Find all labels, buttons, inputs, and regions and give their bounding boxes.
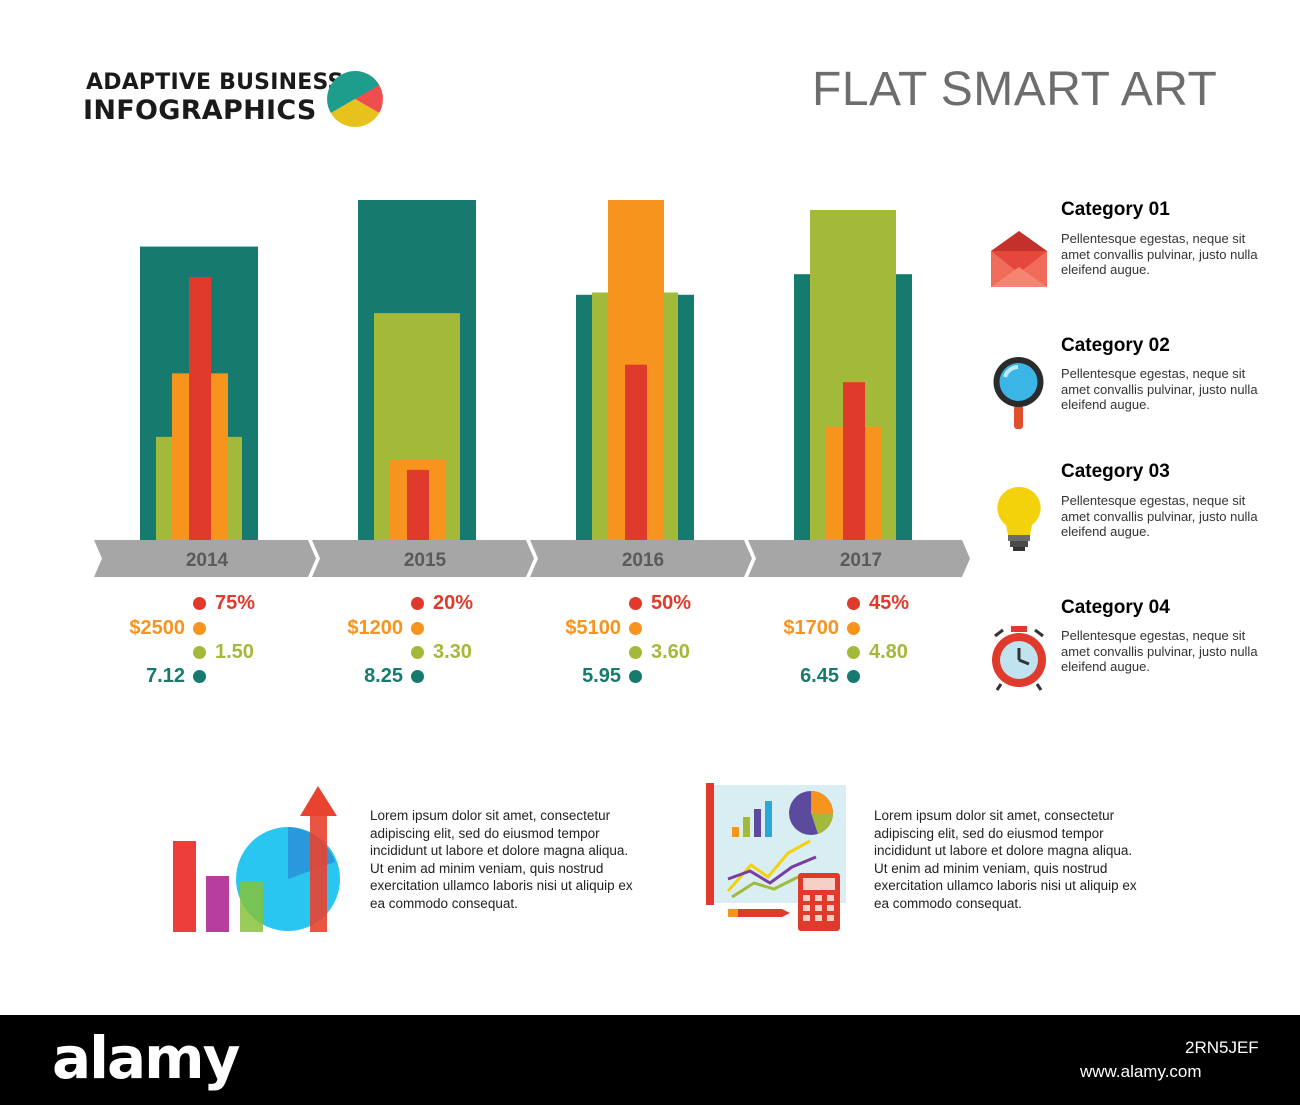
magnifier-icon [993, 357, 1044, 429]
value-label-2015-category-01: 20% [433, 592, 474, 614]
value-label-2015-category-03: 3.30 [433, 641, 472, 663]
footer-url: www.alamy.com [1080, 1062, 1202, 1081]
bar-2014-category-01 [189, 277, 211, 540]
timeline-arrow-2015 [312, 540, 534, 577]
value-label-2016-category-02: $5100 [565, 617, 621, 639]
value-label-2014-category-01: 75% [215, 592, 256, 614]
footer-logo: alamy [52, 1024, 240, 1092]
analytics-calculator-icon [706, 783, 846, 931]
alarm-clock-icon [992, 626, 1046, 691]
value-label-2016-category-01: 50% [651, 592, 692, 614]
year-label-2016: 2016 [622, 550, 664, 571]
brand-line-1: ADAPTIVE BUSINESS [86, 70, 344, 95]
body-text-right: Lorem ipsum dolor sit amet, consectetur … [874, 808, 1137, 911]
value-label-2017-category-01: 45% [869, 592, 910, 614]
bar-2015-category-01 [407, 469, 429, 540]
value-dot [411, 597, 424, 610]
value-dot [847, 597, 860, 610]
value-dot [847, 646, 860, 659]
body-text-left: Lorem ipsum dolor sit amet, consectetur … [370, 808, 633, 911]
value-dot [411, 646, 424, 659]
brand-line-2: INFOGRAPHICS [83, 95, 317, 126]
lightbulb-icon [997, 486, 1041, 551]
value-dot [193, 622, 206, 635]
timeline-arrow-2017 [748, 540, 970, 577]
timeline-arrow-2016 [530, 540, 752, 577]
bar-2017-category-01 [843, 382, 865, 540]
legend-title-4: Category 04 [1061, 597, 1170, 618]
value-label-2017-category-02: $1700 [783, 617, 839, 639]
value-label-2017-category-04: 6.45 [800, 665, 839, 687]
value-label-2016-category-04: 5.95 [582, 665, 621, 687]
value-dot [847, 670, 860, 683]
value-dot [629, 670, 642, 683]
page-title: FLAT SMART ART [812, 63, 1218, 116]
legend-desc-2: Pellentesque egestas, neque sit amet con… [1061, 366, 1258, 412]
growth-chart-icon [173, 786, 340, 932]
value-dot [629, 597, 642, 610]
value-label-2017-category-03: 4.80 [869, 641, 908, 663]
value-dot [193, 646, 206, 659]
year-label-2015: 2015 [404, 550, 447, 571]
timeline-arrow-2014 [94, 540, 316, 577]
year-label-2017: 2017 [840, 550, 882, 571]
envelope-icon [991, 231, 1047, 287]
value-label-2015-category-04: 8.25 [364, 665, 403, 687]
value-dot [629, 622, 642, 635]
footer-bar [0, 1015, 1300, 1105]
value-label-2014-category-02: $2500 [129, 617, 185, 639]
value-label-2016-category-03: 3.60 [651, 641, 690, 663]
legend-desc-1: Pellentesque egestas, neque sit amet con… [1061, 231, 1258, 277]
value-dot [193, 670, 206, 683]
bar-2016-category-01 [625, 364, 647, 540]
legend-title-1: Category 01 [1061, 199, 1170, 220]
legend-title-3: Category 03 [1061, 461, 1170, 482]
legend-title-2: Category 02 [1061, 335, 1170, 356]
year-label-2014: 2014 [186, 550, 229, 571]
value-label-2015-category-02: $1200 [347, 617, 403, 639]
value-dot [193, 597, 206, 610]
legend-desc-3: Pellentesque egestas, neque sit amet con… [1061, 493, 1258, 539]
value-dot [411, 622, 424, 635]
legend-desc-4: Pellentesque egestas, neque sit amet con… [1061, 628, 1258, 674]
bar-chart: 2014 2015 2016 2017 [94, 200, 970, 577]
value-dot [411, 670, 424, 683]
value-dot [847, 622, 860, 635]
pie-logo-icon [327, 71, 383, 127]
value-label-2014-category-03: 1.50 [215, 641, 254, 663]
footer-image-id: 2RN5JEF [1185, 1038, 1259, 1057]
value-dot [629, 646, 642, 659]
value-label-2014-category-04: 7.12 [146, 665, 185, 687]
